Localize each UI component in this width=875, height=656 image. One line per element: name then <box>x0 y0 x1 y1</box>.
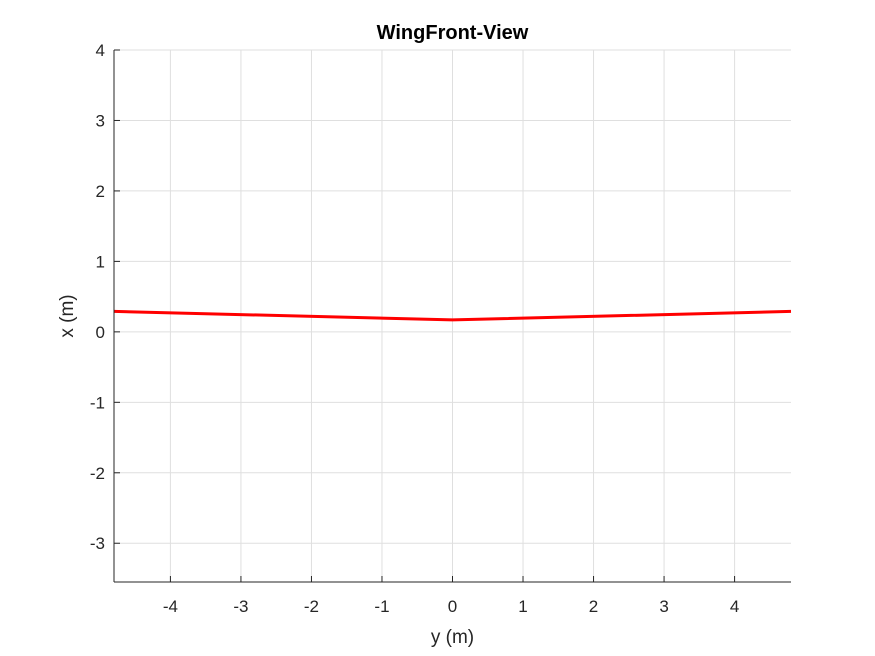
y-tick-label: 4 <box>96 41 105 60</box>
y-tick-label: 3 <box>96 111 105 130</box>
y-tick-label: -3 <box>90 534 105 553</box>
y-tick-label: 1 <box>96 252 105 271</box>
x-tick-label: 4 <box>730 597 739 616</box>
y-axis-label: x (m) <box>57 294 78 337</box>
chart-title: WingFront-View <box>377 22 529 44</box>
x-ticks: -4 -3 -2 -1 0 1 2 3 4 <box>163 576 739 616</box>
series-layer <box>113 309 792 322</box>
series-line <box>113 309 792 322</box>
y-tick-label: 2 <box>96 182 105 201</box>
x-tick-label: 1 <box>518 597 527 616</box>
x-tick-label: -1 <box>374 597 389 616</box>
x-tick-label: 2 <box>589 597 598 616</box>
x-tick-label: -2 <box>304 597 319 616</box>
x-axis-label: y (m) <box>431 627 474 648</box>
x-tick-label: 3 <box>659 597 668 616</box>
y-tick-label: 0 <box>96 323 105 342</box>
x-tick-label: 0 <box>448 597 457 616</box>
y-tick-label: -2 <box>90 464 105 483</box>
y-tick-label: -1 <box>90 393 105 412</box>
x-tick-label: -4 <box>163 597 178 616</box>
y-ticks: -3 -2 -1 0 1 2 3 4 <box>90 41 120 553</box>
x-tick-label: -3 <box>233 597 248 616</box>
